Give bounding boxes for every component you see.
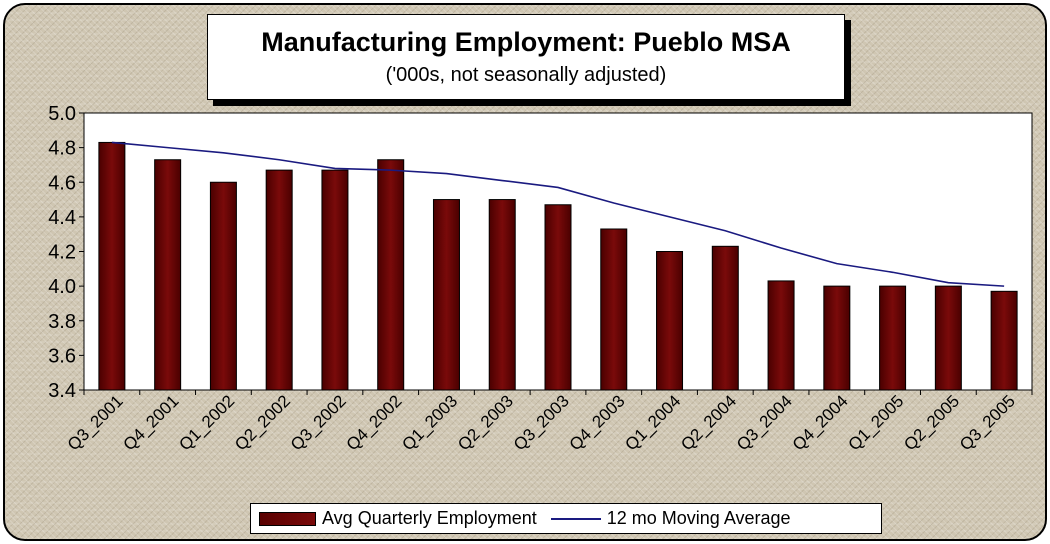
bar-Q3_2003	[544, 204, 572, 391]
x-tick-label-Q1_2003: Q1_2003	[398, 391, 461, 454]
bar-Q4_2001	[154, 159, 182, 391]
chart-subtitle: ('000s, not seasonally adjusted)	[385, 64, 667, 86]
x-tick-label-Q3_2002: Q3_2002	[287, 391, 350, 454]
x-tick-label-Q2_2002: Q2_2002	[231, 391, 294, 454]
bar-Q3_2002	[321, 169, 349, 391]
x-tick-label-Q3_2003: Q3_2003	[510, 391, 573, 454]
bar-Q1_2005	[879, 285, 907, 391]
y-tick-label: 4.2	[48, 242, 76, 264]
bar-Q3_2005	[990, 290, 1018, 391]
legend-label-bar-series: Avg Quarterly Employment	[322, 508, 537, 528]
bar-Q1_2004	[656, 251, 684, 391]
moving-average-line	[111, 141, 1005, 287]
x-tick-label-Q4_2004: Q4_2004	[789, 391, 852, 454]
x-tick-label-Q2_2005: Q2_2005	[900, 391, 963, 454]
x-tick-label-Q3_2004: Q3_2004	[733, 391, 796, 454]
x-tick-label-Q3_2005: Q3_2005	[956, 391, 1019, 454]
bar-Q2_2004	[711, 245, 739, 391]
x-tick-label-Q4_2003: Q4_2003	[566, 391, 629, 454]
x-tick-label-Q1_2005: Q1_2005	[845, 391, 908, 454]
bar-Q3_2004	[767, 280, 795, 391]
x-tick-label-Q1_2002: Q1_2002	[175, 391, 238, 454]
x-tick-label-Q2_2004: Q2_2004	[677, 391, 740, 454]
chart-title: Manufacturing Employment: Pueblo MSA	[261, 27, 791, 57]
bar-Q2_2005	[934, 285, 962, 391]
y-tick-label: 4.4	[48, 207, 76, 229]
chart-title-box: Manufacturing Employment: Pueblo MSA ('0…	[207, 14, 845, 100]
y-tick-label: 3.4	[48, 380, 76, 402]
bar-Q1_2002	[209, 181, 237, 391]
x-tick-label-Q1_2004: Q1_2004	[621, 391, 684, 454]
bar-Q1_2003	[432, 199, 460, 391]
bar-Q4_2002	[377, 159, 405, 391]
x-tick-label-Q4_2001: Q4_2001	[120, 391, 183, 454]
bar-Q2_2002	[265, 169, 293, 391]
legend-line-swatch	[550, 517, 601, 520]
y-tick-label: 5.0	[48, 103, 76, 125]
legend: Avg Quarterly Employment 12 mo Moving Av…	[250, 503, 882, 534]
bar-Q2_2003	[488, 199, 516, 391]
bar-Q4_2004	[823, 285, 851, 391]
x-tick-label-Q4_2002: Q4_2002	[343, 391, 406, 454]
bar-Q4_2003	[600, 228, 628, 391]
y-tick-label: 4.0	[48, 276, 76, 298]
bar-Q3_2001	[98, 141, 126, 391]
y-tick-label: 3.8	[48, 311, 76, 333]
x-tick-label-Q2_2003: Q2_2003	[454, 391, 517, 454]
y-tick-label: 4.8	[48, 138, 76, 160]
legend-label-line-series: 12 mo Moving Average	[606, 508, 791, 528]
legend-bar-swatch	[259, 511, 316, 526]
y-tick-label: 3.6	[48, 345, 76, 367]
y-tick-label: 4.6	[48, 172, 76, 194]
